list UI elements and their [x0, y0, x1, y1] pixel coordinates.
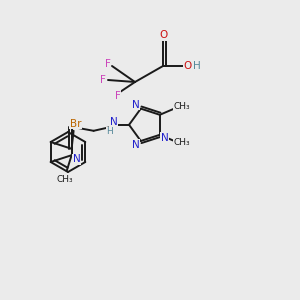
- Text: F: F: [100, 75, 106, 85]
- Text: F: F: [115, 91, 121, 101]
- Text: CH₃: CH₃: [56, 175, 73, 184]
- Text: H: H: [106, 127, 113, 136]
- Text: CH₃: CH₃: [173, 102, 190, 111]
- Text: O: O: [159, 30, 167, 40]
- Text: H: H: [193, 61, 201, 71]
- Text: O: O: [184, 61, 192, 71]
- Text: N: N: [132, 140, 140, 150]
- Text: N: N: [110, 117, 118, 127]
- Text: F: F: [105, 59, 111, 69]
- Text: N: N: [161, 133, 169, 143]
- Text: N: N: [73, 154, 80, 164]
- Text: N: N: [132, 100, 140, 110]
- Text: Br: Br: [70, 119, 81, 129]
- Text: CH₃: CH₃: [173, 138, 190, 147]
